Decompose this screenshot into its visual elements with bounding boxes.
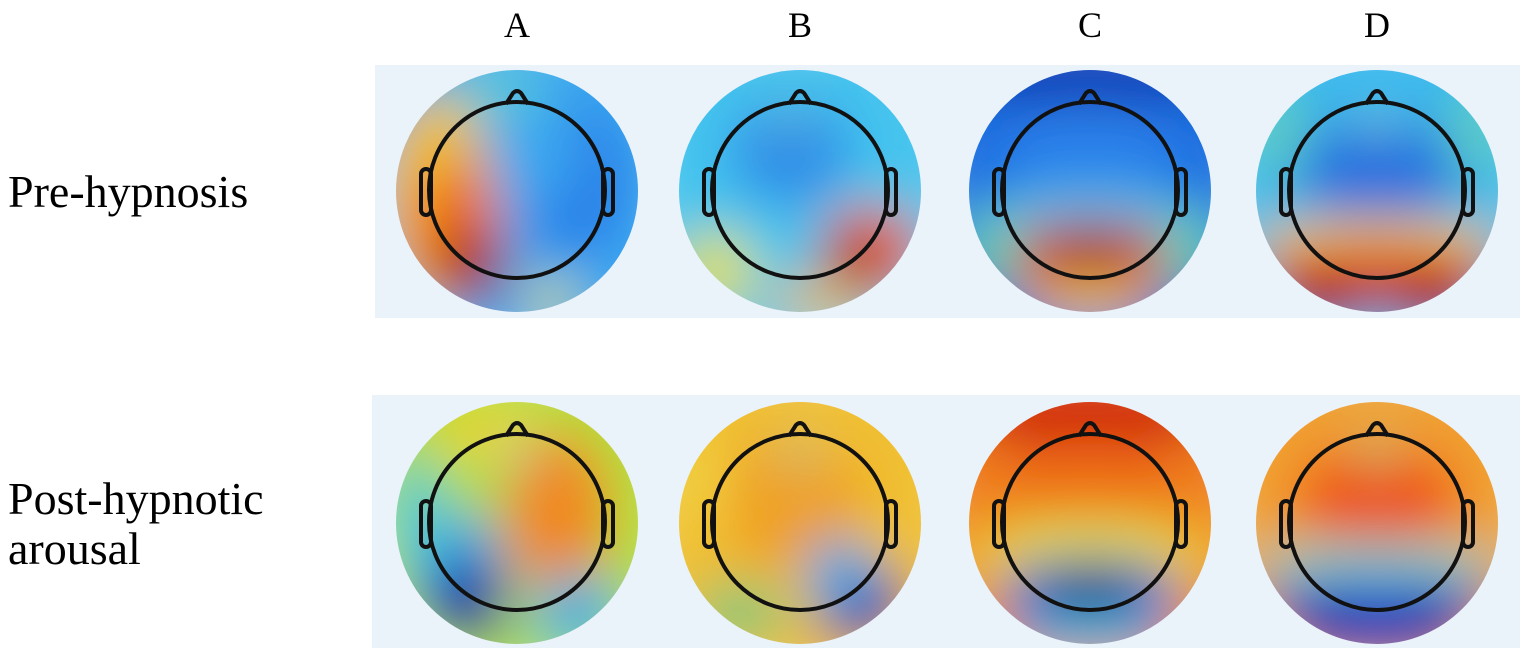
ear	[1279, 167, 1293, 217]
ear	[992, 167, 1006, 217]
topomap-blobs	[396, 402, 638, 644]
topomap-fill	[1256, 402, 1498, 644]
topomap-blobs	[1256, 402, 1498, 644]
topomap-fill	[969, 70, 1211, 312]
topomap	[969, 70, 1211, 312]
head-outline	[419, 421, 615, 612]
topomap-blob	[497, 101, 577, 201]
topomap-blob	[970, 518, 1210, 568]
topomap	[396, 402, 638, 644]
ear	[884, 499, 898, 549]
topomap-blobs	[969, 70, 1211, 312]
ear	[992, 499, 1006, 549]
column-label: D	[1364, 5, 1390, 45]
topomap-blob	[1357, 109, 1397, 133]
topomap-blob	[805, 538, 875, 608]
topomap-blob	[775, 104, 805, 128]
row-label: Post-hypnotic	[8, 473, 264, 524]
ear	[601, 167, 615, 217]
ear	[1279, 499, 1293, 549]
topomap-blob	[1256, 541, 1498, 585]
topomap	[679, 70, 921, 312]
topomap-blob	[1297, 443, 1457, 553]
ear	[884, 167, 898, 217]
row-label: arousal	[8, 523, 141, 574]
ear	[1461, 499, 1475, 549]
topomap-blob	[1020, 276, 1160, 312]
nose	[1077, 421, 1103, 438]
topomap	[1256, 402, 1498, 644]
topomap-blob	[1357, 441, 1397, 465]
nose	[504, 89, 530, 106]
head-outline	[992, 89, 1188, 280]
topomap-blob	[499, 441, 535, 465]
head-outline	[1279, 421, 1475, 612]
column-label: C	[1078, 5, 1102, 45]
head-outline	[702, 421, 898, 612]
column-label: A	[504, 5, 530, 45]
topomap-blobs	[679, 402, 921, 644]
ear	[702, 167, 716, 217]
topomap-blob	[782, 441, 818, 465]
column-label: B	[788, 5, 812, 45]
topomap-blob	[1292, 116, 1462, 226]
topomap-fill	[679, 70, 921, 312]
nose	[504, 421, 530, 438]
topomap-blob	[502, 428, 612, 598]
topomap-blob	[1000, 443, 1180, 543]
nose	[787, 421, 813, 438]
ear	[1461, 167, 1475, 217]
ear	[1174, 499, 1188, 549]
ear	[419, 499, 433, 549]
topomap-fill	[679, 402, 921, 644]
head-outline	[1279, 89, 1475, 280]
topomap-blob	[1040, 231, 1140, 271]
topomap-blobs	[679, 70, 921, 312]
topomap-blob	[715, 433, 865, 573]
topomap-blob	[969, 402, 1211, 453]
topomap-blob	[730, 96, 850, 206]
nose	[787, 89, 813, 106]
topomap-fill	[396, 402, 638, 644]
topomap-blob	[1297, 628, 1457, 644]
nose	[1077, 89, 1103, 106]
ear	[702, 499, 716, 549]
topomap	[679, 402, 921, 644]
nose	[1364, 89, 1390, 106]
head-outline	[992, 421, 1188, 612]
ear	[601, 499, 615, 549]
ear	[419, 167, 433, 217]
nose	[1364, 421, 1390, 438]
ear	[1174, 167, 1188, 217]
topomap-blob	[969, 70, 1211, 106]
head-outline	[702, 89, 898, 280]
head-outline	[419, 89, 615, 280]
row-label: Pre-hypnosis	[8, 166, 248, 217]
topomap-blob	[1000, 101, 1180, 201]
